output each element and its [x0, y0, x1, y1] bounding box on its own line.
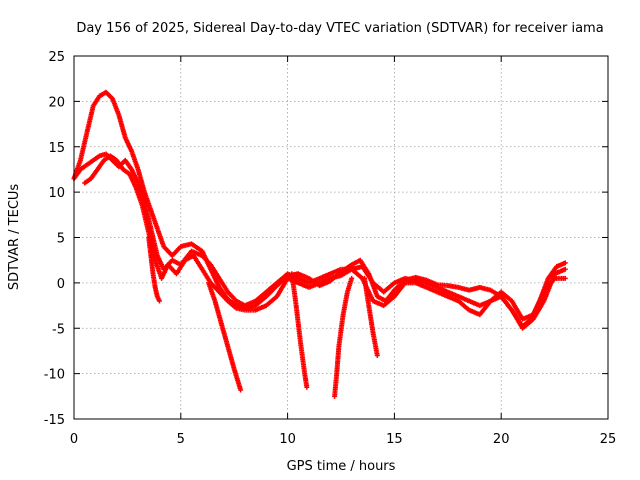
series-track-c [82, 153, 568, 331]
x-tick-label: 5 [177, 432, 185, 447]
series-track-b [71, 151, 568, 322]
data-point [374, 352, 380, 358]
data-marks [71, 89, 568, 399]
y-tick-label: 0 [57, 277, 65, 292]
y-tick-label: -5 [52, 322, 65, 337]
x-axis-label: GPS time / hours [287, 459, 396, 474]
x-tick-label: 20 [493, 432, 510, 447]
x-tick-label: 0 [70, 432, 78, 447]
y-tick-label: 20 [48, 95, 65, 110]
data-point [562, 260, 568, 266]
grid [74, 56, 608, 419]
y-tick-label: 10 [48, 186, 65, 201]
chart-title: Day 156 of 2025, Sidereal Day-to-day VTE… [76, 21, 603, 36]
data-point [349, 275, 355, 281]
y-tick-label: 15 [48, 141, 65, 156]
y-tick-label: -10 [44, 368, 65, 383]
data-point [562, 266, 568, 272]
y-tick-label: -15 [44, 413, 65, 428]
data-point [304, 384, 310, 390]
series-spike-d [332, 275, 355, 399]
plot-frame [73, 55, 609, 420]
data-point [238, 387, 244, 393]
y-axis-label: SDTVAR / TECUs [7, 184, 22, 291]
series-spike-a [146, 235, 162, 304]
x-tick-label: 10 [279, 432, 296, 447]
series-spike-e [361, 275, 380, 358]
series-spike-b [206, 280, 244, 393]
data-point [562, 275, 568, 281]
y-tick-label: 25 [48, 50, 65, 65]
data-point [156, 298, 162, 304]
x-tick-label: 15 [386, 432, 403, 447]
axis-ticks: 0 5 10 15 20 25 -15 -10 -5 0 5 10 15 20 25 [44, 50, 617, 447]
y-tick-label: 5 [57, 232, 65, 247]
x-tick-label: 25 [600, 432, 617, 447]
series-spike-c [289, 271, 310, 390]
